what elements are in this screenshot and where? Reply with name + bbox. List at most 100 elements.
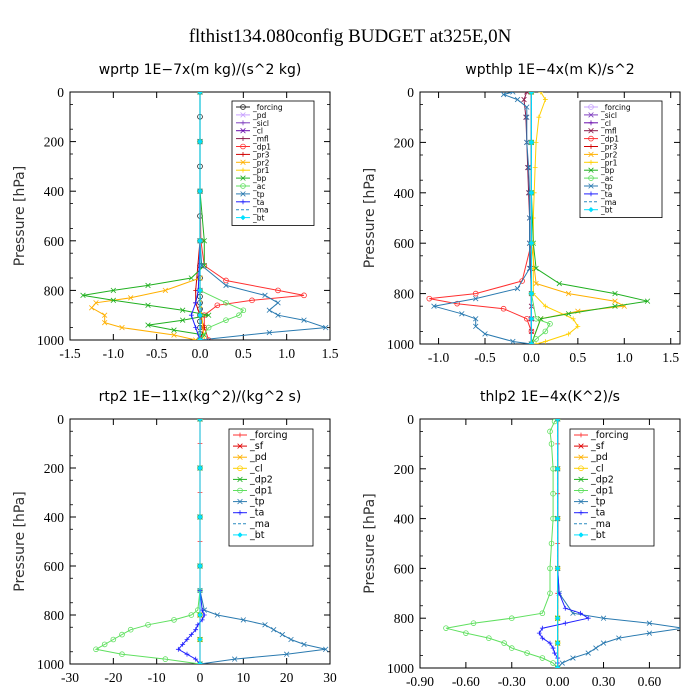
data-point-dp1	[119, 631, 125, 638]
data-point-ta	[552, 650, 557, 656]
data-point-ac	[236, 312, 242, 319]
data-point-tp	[231, 656, 238, 662]
data-point-ta	[193, 325, 199, 330]
data-point-bp	[110, 297, 117, 304]
legend-marker	[240, 214, 246, 221]
data-point-mfl	[521, 96, 527, 103]
y-tick-label: 800	[44, 608, 65, 623]
data-point-ta	[547, 640, 553, 646]
data-point-ta	[184, 637, 190, 642]
legend-label: _cl	[600, 119, 611, 128]
legend-marker	[578, 510, 584, 516]
legend: _forcing_sf_pd_cl_dp2_dp1_tp_ta_ma_bt	[569, 428, 655, 547]
data-point-tp	[223, 282, 229, 289]
data-point-bp	[612, 303, 618, 309]
legend-label: _pr1	[600, 158, 618, 167]
legend-label: _dp2	[249, 474, 273, 485]
x-tick-label: -0.5	[146, 346, 168, 361]
legend-label: _cl	[590, 463, 604, 474]
legend-label: _tp	[252, 190, 265, 199]
series-line-pr1	[532, 92, 579, 344]
legend-marker	[237, 443, 243, 449]
series-group	[80, 92, 329, 340]
data-point-pr1	[532, 165, 538, 170]
data-point-pr1	[533, 140, 539, 145]
data-point-bt	[197, 563, 203, 569]
data-point-dp1	[188, 612, 195, 618]
data-point-tp	[275, 312, 281, 318]
y-tick-label: 200	[44, 461, 65, 476]
data-point-pr1	[542, 303, 548, 309]
legend-box	[228, 428, 314, 547]
data-point-ta	[188, 312, 194, 318]
figure-title: flthist134.080config BUDGET at325E,0N	[189, 26, 512, 47]
data-point-bt	[197, 138, 203, 145]
legend-marker	[240, 152, 246, 157]
legend-label: _ma	[600, 198, 617, 207]
legend-marker	[588, 167, 594, 173]
x-tick-label: 0.0	[523, 350, 540, 365]
legend-marker	[588, 206, 594, 213]
data-point-bp	[110, 287, 117, 294]
data-point-dp1	[501, 640, 507, 646]
data-point-dp1	[547, 428, 553, 435]
chart-panel-1: wprtp 1E−7x(m kg)/(s^2 kg) 0 200 400 600 800 1…	[12, 62, 339, 361]
data-point-bt	[197, 465, 203, 471]
data-point-bp	[145, 302, 151, 308]
data-point-pr1	[566, 331, 571, 337]
x-tick-label: 0.60	[638, 674, 662, 689]
legend-label: _bt	[600, 206, 613, 215]
data-point-bt	[197, 419, 203, 422]
data-point-mfl	[525, 164, 531, 171]
x-tick-label: 0.30	[592, 674, 616, 689]
data-point-bt	[197, 636, 203, 643]
legend-marker	[240, 175, 246, 181]
y-tick-label: 400	[394, 186, 415, 201]
data-point-pr2	[171, 332, 177, 338]
data-point-dp1	[500, 305, 507, 312]
series-line-bp	[82, 92, 209, 340]
data-point-ta	[199, 607, 205, 613]
y-tick-label: 1000	[387, 337, 414, 352]
legend-label: _tp	[590, 497, 606, 508]
y-tick-label: 800	[394, 287, 415, 302]
y-tick-label: 800	[394, 611, 415, 626]
legend-label: _sicl	[252, 119, 269, 128]
data-point-bp	[179, 317, 186, 323]
data-point-bt	[554, 419, 561, 422]
data-point-dp1	[214, 302, 221, 309]
y-tick-label: 600	[44, 234, 65, 249]
data-point-bp	[171, 327, 177, 333]
data-point-tp	[288, 636, 294, 643]
data-point-dp1	[145, 621, 151, 628]
data-point-bt	[528, 240, 535, 246]
data-point-mfl	[524, 92, 530, 95]
x-tick-label: -1.5	[59, 346, 81, 361]
legend-marker	[578, 465, 584, 472]
data-point-bt	[197, 287, 203, 294]
data-point-pr2	[119, 324, 125, 331]
data-point-ac	[240, 307, 247, 314]
legend-marker	[240, 199, 246, 205]
x-tick-label: -0.30	[498, 674, 526, 689]
legend-marker	[237, 532, 243, 538]
data-point-dp1	[472, 290, 479, 297]
data-point-ta	[184, 651, 190, 657]
panel-title: rtp2 1E−11x(kg^2)/(kg^2 s)	[99, 389, 302, 405]
data-point-pr1	[201, 337, 207, 340]
legend-label: _forcing	[590, 430, 629, 441]
legend-label: _dp1	[590, 486, 614, 497]
legend-box	[231, 100, 315, 226]
legend-label: _dp1	[600, 135, 619, 144]
data-point-bt	[528, 290, 535, 297]
legend-label: _pd	[590, 452, 608, 463]
x-tick-label: -10	[148, 670, 166, 685]
legend-marker	[237, 465, 243, 472]
series-line-tp	[433, 92, 532, 344]
data-point-bt	[528, 316, 535, 322]
data-point-dp1	[508, 615, 515, 621]
x-tick-label: 30	[323, 670, 337, 685]
x-tick-label: -20	[104, 670, 122, 685]
data-point-bt	[197, 238, 203, 244]
legend-marker	[240, 136, 246, 141]
